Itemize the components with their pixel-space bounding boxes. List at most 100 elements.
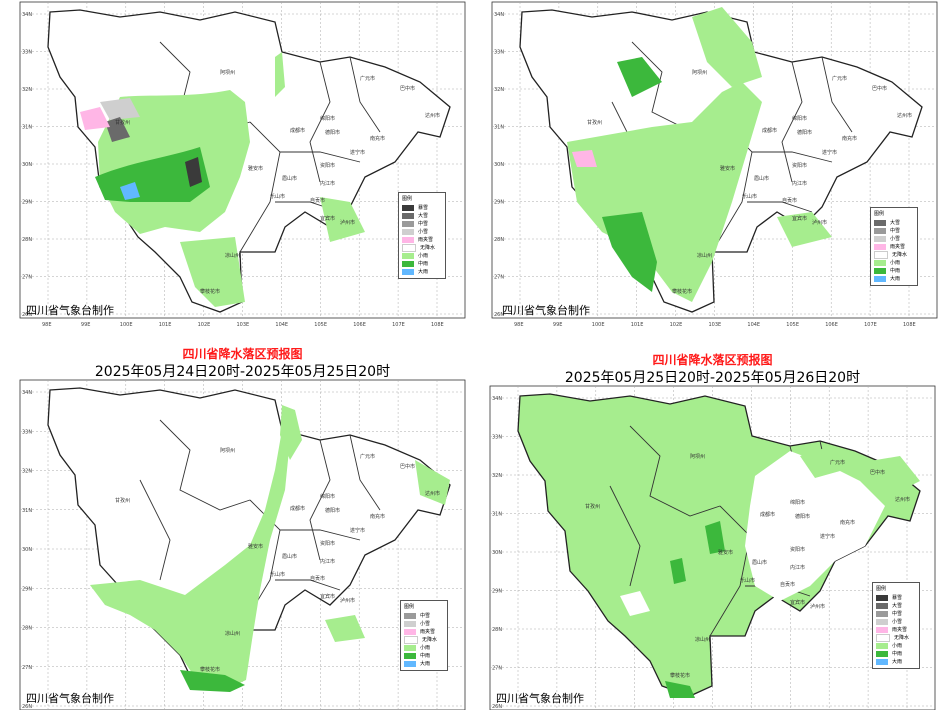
lat-tick-label: 27N xyxy=(492,666,502,672)
district-boundary xyxy=(309,439,331,561)
legend-item: 中雨 xyxy=(402,260,442,268)
city-label: 攀枝花市 xyxy=(200,288,220,295)
lat-tick-label: 34N xyxy=(22,390,32,396)
legend-label: 无降水 xyxy=(422,637,438,643)
lat-tick-label: 27N xyxy=(22,275,32,281)
lat-tick-label: 34N xyxy=(494,12,504,18)
city-label: 泸州市 xyxy=(812,219,827,226)
legend-label: 大雪 xyxy=(890,220,901,226)
legend-label: 大雪 xyxy=(418,213,429,219)
district-boundary xyxy=(280,529,361,541)
lon-tick-label: 102E xyxy=(670,322,683,328)
legend-item: 大雪 xyxy=(402,212,442,220)
legend-swatch xyxy=(402,205,414,211)
legend-item: 小雨 xyxy=(874,259,914,267)
legend-item: 雨夹雪 xyxy=(404,628,444,636)
legend-item: 大雨 xyxy=(874,275,914,283)
city-label: 泸州市 xyxy=(340,597,355,604)
lat-tick-label: 28N xyxy=(492,627,502,633)
lat-tick-label: 31N xyxy=(22,508,32,514)
legend-label: 大雨 xyxy=(892,659,903,665)
legend-label: 中雪 xyxy=(892,611,903,617)
city-label: 雅安市 xyxy=(248,165,263,172)
city-label: 绵阳市 xyxy=(792,115,807,122)
legend-swatch xyxy=(404,621,416,627)
lat-tick-label: 26N xyxy=(22,704,32,710)
city-label: 德阳市 xyxy=(795,513,810,520)
legend-label: 中雪 xyxy=(420,613,431,619)
city-label: 巴中市 xyxy=(870,469,885,476)
city-label: 遂宁市 xyxy=(822,149,837,156)
legend-swatch xyxy=(402,229,414,235)
legend-item: 中雨 xyxy=(876,650,916,658)
district-boundary xyxy=(309,61,331,183)
legend-item: 大雨 xyxy=(404,660,444,668)
city-label: 遂宁市 xyxy=(350,527,365,534)
city-label: 遂宁市 xyxy=(350,149,365,156)
legend-swatch xyxy=(404,636,418,644)
city-label: 成都市 xyxy=(290,127,305,134)
lon-tick-label: 101E xyxy=(159,322,172,328)
city-label: 乐山市 xyxy=(740,577,755,584)
legend-item: 小雪 xyxy=(876,618,916,626)
city-label: 达州市 xyxy=(425,112,440,119)
lon-tick-label: 104E xyxy=(275,322,288,328)
legend-swatch xyxy=(402,213,414,219)
city-label: 乐山市 xyxy=(270,193,285,200)
lon-tick-label: 105E xyxy=(314,322,327,328)
legend-swatch xyxy=(404,653,416,659)
city-label: 成都市 xyxy=(762,127,777,134)
legend-swatch xyxy=(876,611,888,617)
district-boundary xyxy=(159,419,251,511)
legend-box: 图例 大雪 中雪 小雪 雨夹雪 无降水 小雨 中雨 大雨 xyxy=(870,207,918,286)
city-label: 南充市 xyxy=(840,519,855,526)
legend-swatch xyxy=(874,244,886,250)
lon-tick-label: 108E xyxy=(431,322,444,328)
city-label: 眉山市 xyxy=(282,175,297,182)
panel-4-subtitle: 2025年05月25日20时-2025年05月26日20时 xyxy=(564,370,861,386)
city-label: 南充市 xyxy=(370,135,385,142)
city-label: 资阳市 xyxy=(792,162,807,169)
city-label: 泸州市 xyxy=(810,603,825,610)
lat-tick-label: 28N xyxy=(494,237,504,243)
legend-label: 小雪 xyxy=(892,619,903,625)
lat-tick-label: 34N xyxy=(492,396,502,402)
forecast-panel-3: 阿坝州 甘孜州 绵阳市 广元市 巴中市 达州市 南充市 德阳市 成都市 遂宁市 资阳市 雅安市 眉山市内… xyxy=(19,379,466,710)
credit-label: 四川省气象台制作 xyxy=(496,692,584,705)
legend-label: 大雨 xyxy=(890,276,901,282)
city-label: 资阳市 xyxy=(320,540,335,547)
legend-swatch xyxy=(874,268,886,274)
legend-swatch xyxy=(404,661,416,667)
credit-label: 四川省气象台制作 xyxy=(26,304,114,317)
lon-tick-label: 101E xyxy=(631,322,644,328)
lon-tick-label: 99E xyxy=(81,322,91,328)
lon-tick-label: 107E xyxy=(392,322,405,328)
city-label: 达州市 xyxy=(897,112,912,119)
lon-tick-label: 107E xyxy=(864,322,877,328)
lat-tick-label: 30N xyxy=(22,547,32,553)
legend-swatch xyxy=(402,269,414,275)
city-label: 内江市 xyxy=(790,564,805,571)
legend-item: 大雨 xyxy=(402,268,442,276)
city-label: 自贡市 xyxy=(780,581,795,588)
forecast-panel-4: 阿坝州 甘孜州 绵阳市 广元市 巴中市 达州市 南充市 德阳市 成都市 遂宁市 资阳市 雅安市 眉山市内… xyxy=(489,385,936,710)
city-label: 凉山州 xyxy=(225,252,240,259)
legend-item: 中雪 xyxy=(404,612,444,620)
city-label: 雅安市 xyxy=(248,543,263,550)
city-label: 内江市 xyxy=(320,180,335,187)
legend-label: 暴雪 xyxy=(418,205,429,211)
lat-tick-label: 30N xyxy=(492,550,502,556)
legend-label: 小雪 xyxy=(420,621,431,627)
lat-tick-label: 26N xyxy=(22,312,32,318)
city-label: 绵阳市 xyxy=(790,499,805,506)
lon-tick-label: 106E xyxy=(353,322,366,328)
forecast-panel-2: 阿坝州 甘孜州 绵阳市 广元市 巴中市 达州市 南充市 德阳市 成都市 遂宁市 资阳市 雅安市 眉山市内… xyxy=(491,1,938,328)
city-label: 甘孜州 xyxy=(585,503,600,510)
city-label: 阿坝州 xyxy=(692,69,707,76)
city-label: 攀枝花市 xyxy=(200,666,220,673)
credit-label: 四川省气象台制作 xyxy=(26,692,114,705)
legend-item: 暴雪 xyxy=(402,204,442,212)
district-boundary xyxy=(747,201,813,213)
